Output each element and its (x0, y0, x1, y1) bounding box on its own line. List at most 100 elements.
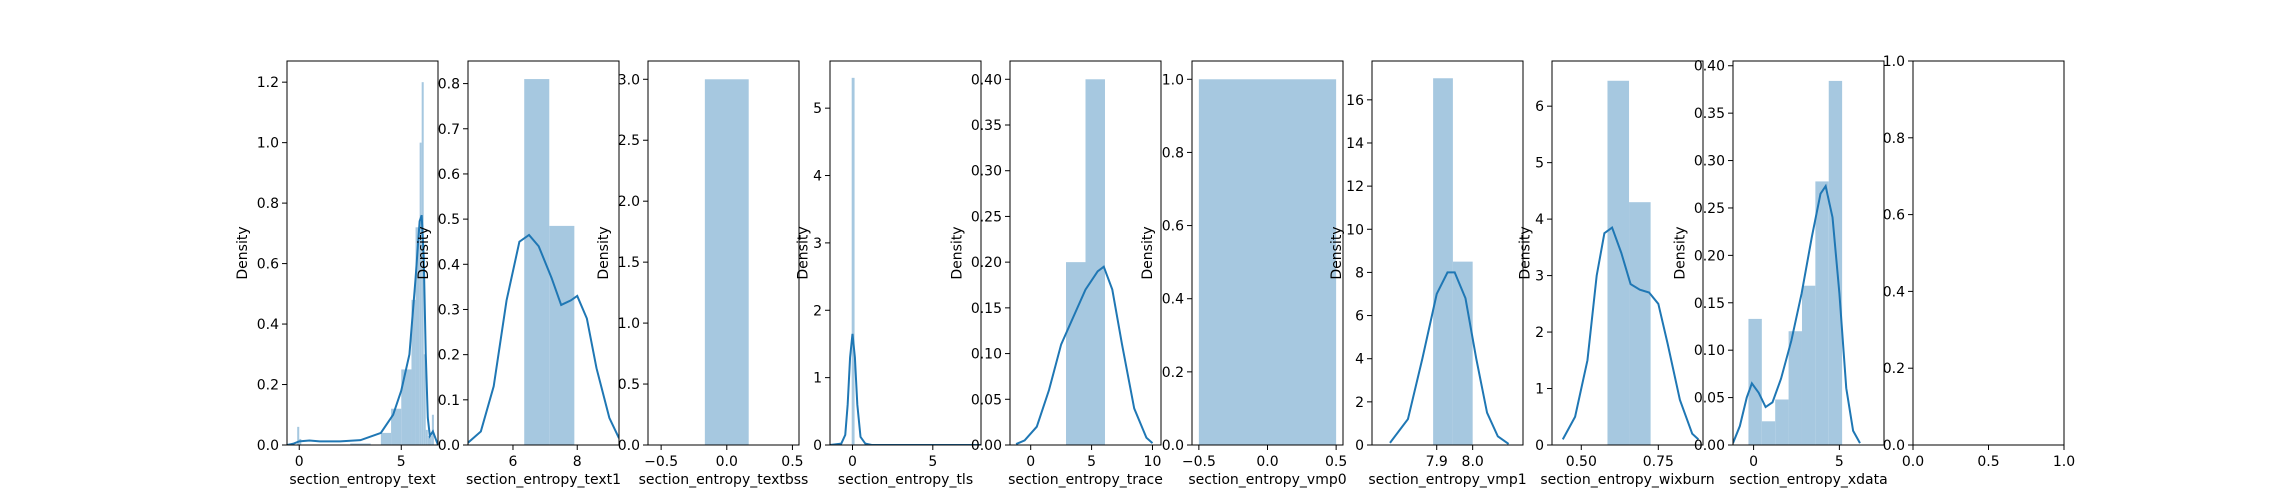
histogram-bar (1775, 399, 1789, 445)
x-tick-label: 6 (509, 454, 518, 470)
y-tick-label: 0.8 (257, 196, 279, 212)
x-axis-label: section_entropy_text (289, 472, 436, 488)
y-tick-label: 0.40 (1694, 59, 1725, 75)
plot-area (704, 79, 749, 445)
y-tick-label: 2.0 (618, 194, 640, 210)
x-tick-label: 0.0 (1256, 454, 1278, 470)
subplot-8: 0.50 0.75 0 1 2 3 4 5 6 section_entropy_wixburn De… (1517, 60, 1715, 488)
y-tick-label: 1.0 (618, 316, 640, 332)
histogram-bar (1748, 318, 1762, 445)
x-tick-label: 0.5 (1325, 454, 1347, 470)
kde-curve (287, 214, 438, 445)
x-tick-label: 5 (397, 454, 406, 470)
y-tick-label: 0.05 (971, 392, 1002, 408)
subplot-7: 7.9 8.0 0 2 4 6 8 10 12 14 16 section_entropy_vmp1 D… (1329, 60, 1527, 488)
plot-area (1015, 79, 1154, 445)
y-tick-label: 5 (813, 101, 822, 117)
plot-area (1561, 80, 1700, 445)
y-tick-label: 1.0 (1162, 72, 1184, 88)
histogram-bar (391, 408, 402, 445)
plot-area (1733, 80, 1861, 445)
histogram-bar (421, 82, 424, 445)
y-tick-label: 0.0 (1162, 438, 1184, 454)
y-tick-label: 0.6 (1883, 208, 1905, 224)
y-tick-label: 0.0 (618, 438, 640, 454)
x-tick-label: 0 (1749, 454, 1758, 470)
kde-curve (1561, 225, 1700, 441)
x-tick-label: 0.50 (1566, 454, 1597, 470)
axes-frame (467, 60, 620, 446)
axes-frame (1371, 60, 1524, 446)
histogram-bar (549, 225, 575, 445)
histogram-bar (419, 142, 422, 445)
x-axis-label: section_entropy_vmp1 (1368, 472, 1526, 488)
histogram-bar (1433, 78, 1453, 445)
x-axis-label: section_entropy_text1 (466, 472, 621, 488)
histogram-bar (425, 429, 428, 445)
y-axis-label: Density (416, 226, 432, 279)
kde-curve (1733, 183, 1861, 444)
y-tick-label: 1 (813, 371, 822, 387)
x-tick-label: 0 (295, 454, 304, 470)
x-axis-label: section_entropy_trace (1008, 472, 1163, 488)
axes-frame (1551, 60, 1704, 446)
histogram-bar (1629, 202, 1651, 445)
y-tick-label: 1.0 (257, 136, 279, 152)
y-tick-label: 4 (813, 169, 822, 185)
y-tick-label: 3 (1535, 269, 1544, 285)
histogram-bar (1815, 181, 1829, 445)
y-axis-label: Density (795, 226, 811, 279)
histogram-bar (415, 227, 420, 445)
y-tick-label: 0.40 (971, 72, 1002, 88)
axes-frame (1009, 60, 1162, 446)
y-axis-label: Density (1140, 226, 1156, 279)
y-tick-label: 0.8 (1883, 131, 1905, 147)
y-tick-label: 16 (1346, 93, 1364, 109)
y-tick-label: 0.20 (1694, 248, 1725, 264)
y-tick-label: 0.15 (1694, 296, 1725, 312)
x-axis-label: section_entropy_xdata (1729, 472, 1887, 488)
y-axis-label: Density (596, 226, 612, 279)
x-tick-label: 0.5 (1977, 454, 1999, 470)
y-tick-label: 0.25 (971, 209, 1002, 225)
histogram-bar (411, 299, 416, 445)
y-axis-label: Density (235, 226, 251, 279)
y-tick-label: 2 (813, 303, 822, 319)
y-tick-label: 0.00 (1694, 438, 1725, 454)
x-tick-label: 8.0 (1462, 454, 1484, 470)
histogram-bar (1198, 79, 1337, 445)
y-tick-label: 0.05 (1694, 391, 1725, 407)
kde-curve (1389, 271, 1510, 445)
y-tick-label: 0.4 (1162, 292, 1184, 308)
y-tick-label: 0.35 (1694, 106, 1725, 122)
y-axis-label: Density (1329, 226, 1345, 279)
subplot-9: 0 5 0.00 0.05 0.10 0.15 0.20 0.25 0.30 0.35 0.40 se… (1673, 59, 1888, 488)
y-tick-label: 0.10 (971, 347, 1002, 363)
histogram-bar (1761, 421, 1776, 445)
x-tick-label: 5 (1087, 454, 1096, 470)
y-tick-label: 0.1 (438, 393, 460, 409)
axes-frame (829, 60, 982, 446)
x-tick-label: 10 (1144, 454, 1162, 470)
histogram-bar (851, 77, 855, 445)
y-tick-label: 10 (1346, 222, 1364, 238)
kde-curve (830, 333, 981, 445)
y-tick-label: 0.2 (1883, 361, 1905, 377)
histogram-bar (380, 432, 392, 445)
y-axis-label: Density (950, 226, 966, 279)
y-tick-label: 5 (1535, 156, 1544, 172)
y-tick-label: 0.6 (1162, 219, 1184, 235)
y-tick-label: 0.2 (257, 378, 279, 394)
y-tick-label: 0.10 (1694, 343, 1725, 359)
histogram-bar (1801, 285, 1816, 445)
x-axis-label: section_entropy_wixburn (1540, 472, 1714, 488)
x-tick-label: 0.5 (781, 454, 803, 470)
x-tick-label: 5 (1835, 454, 1844, 470)
y-tick-label: 0.6 (257, 257, 279, 273)
y-tick-label: 0.0 (438, 438, 460, 454)
y-axis-label: Density (1517, 226, 1533, 279)
y-tick-label: 0.4 (1883, 284, 1905, 300)
x-axis-label: section_entropy_textbss (639, 472, 809, 488)
